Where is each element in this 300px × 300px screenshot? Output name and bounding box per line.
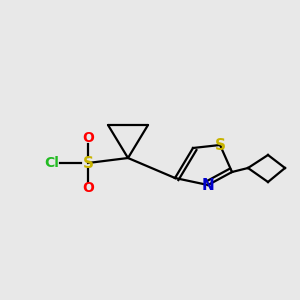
Text: S: S bbox=[82, 155, 94, 170]
Text: O: O bbox=[82, 181, 94, 195]
Text: S: S bbox=[214, 137, 226, 152]
Text: Cl: Cl bbox=[45, 156, 59, 170]
Text: N: N bbox=[202, 178, 214, 193]
Text: O: O bbox=[82, 131, 94, 145]
